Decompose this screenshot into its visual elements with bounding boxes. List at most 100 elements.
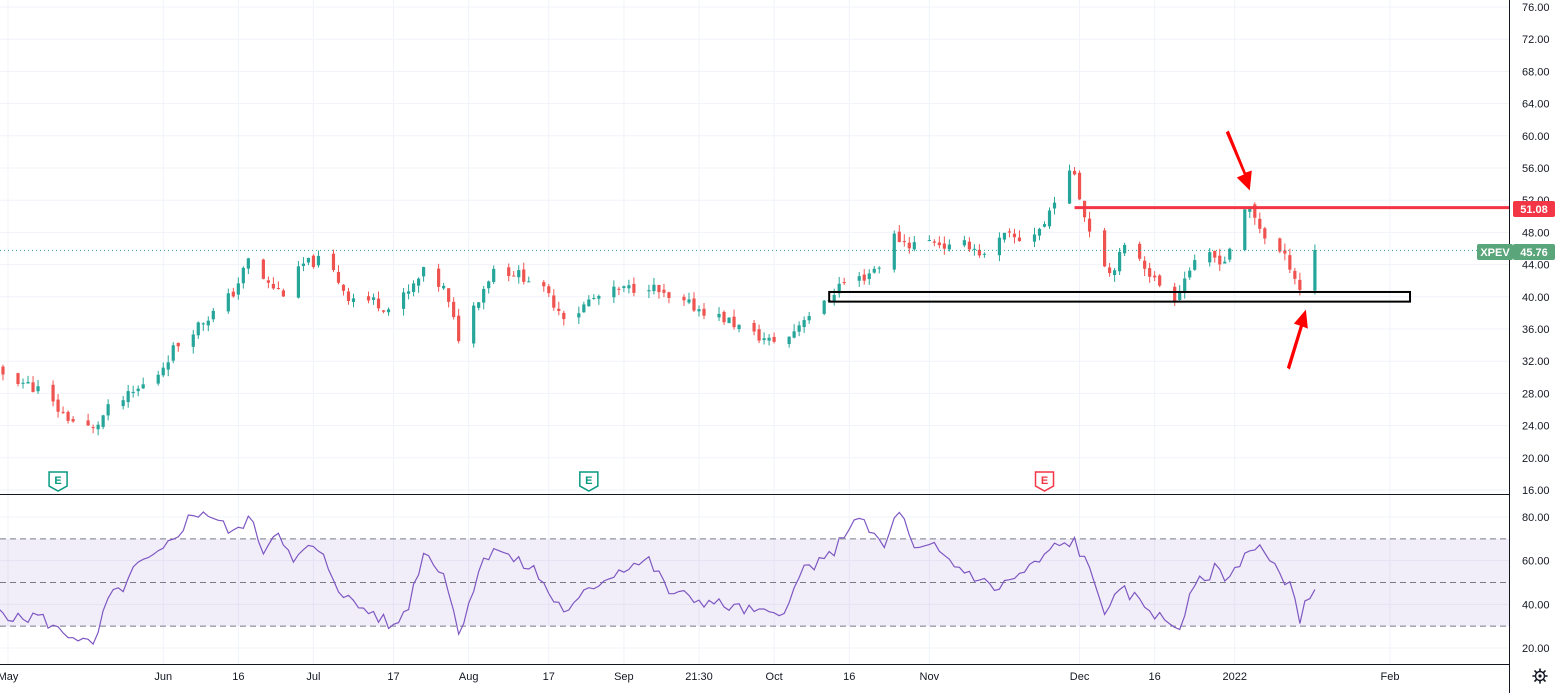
price-candle [1143, 256, 1147, 276]
price-candle [1037, 227, 1042, 241]
rsi-line [0, 511, 1316, 646]
price-candle [512, 270, 516, 277]
price-candle [862, 269, 866, 285]
price-candle [597, 294, 601, 305]
price-candle [171, 342, 175, 364]
price-candle [757, 324, 761, 344]
time-tick-label: 16 [232, 671, 244, 683]
price-candle [1067, 164, 1072, 204]
price-candle [1288, 248, 1292, 274]
price-candle [797, 321, 801, 337]
price-candle [477, 302, 481, 311]
price-candle [281, 288, 285, 298]
price-candle [206, 316, 210, 332]
earnings-marker-icon[interactable]: E [1034, 471, 1055, 492]
up-arrow-annotation[interactable] [1286, 309, 1308, 370]
price-candle [892, 230, 896, 273]
price-candle [1107, 262, 1112, 277]
price-candle [872, 266, 876, 274]
price-candle [912, 236, 916, 252]
price-candle [96, 421, 100, 436]
price-candle [1263, 226, 1267, 245]
price-candle [1087, 211, 1092, 238]
earnings-marker-icon[interactable]: E [48, 471, 68, 492]
price-candle [552, 289, 556, 311]
price-candle [236, 277, 240, 300]
price-candle [932, 239, 936, 247]
price-candle [762, 332, 766, 345]
price-candle [1213, 250, 1217, 263]
rsi-tick-label: 40.00 [1522, 599, 1550, 611]
price-candle [697, 305, 701, 317]
drawing-overlays[interactable] [828, 130, 1509, 370]
earnings-marker-label: E [585, 475, 592, 487]
price-candle [702, 303, 706, 320]
price-candle [1228, 247, 1232, 263]
earnings-marker-icon[interactable]: E [579, 471, 599, 492]
price-candle [1123, 242, 1127, 256]
price-candle [722, 310, 726, 325]
price-candle [982, 252, 987, 258]
time-tick-label: 16 [1149, 671, 1161, 683]
rsi-axis[interactable]: 80.00 60.00 40.00 20.00 [1522, 512, 1550, 655]
price-candle [1183, 271, 1187, 299]
price-candle [66, 410, 70, 424]
price-tick-label: 48.00 [1522, 227, 1550, 239]
price-candle [1052, 196, 1057, 215]
price-candle [261, 258, 265, 280]
price-candle [271, 277, 275, 290]
price-candle [972, 244, 976, 256]
price-candle [371, 293, 376, 305]
price-candle [587, 295, 591, 307]
price-candle [542, 280, 546, 292]
price-candle [967, 237, 971, 252]
price-candle [752, 319, 756, 336]
settings-gear-icon[interactable] [1532, 668, 1548, 684]
price-candle [907, 237, 911, 254]
symbol-price-tag: XPEV 45.76 [1477, 244, 1555, 260]
price-candle [161, 362, 165, 378]
price-candle [737, 324, 741, 333]
time-tick-label: Dec [1070, 671, 1090, 683]
resistance-price-tag: 51.08 [1513, 201, 1555, 217]
price-candle [86, 413, 90, 426]
time-axis[interactable]: May Jun 16 Jul 17 Aug 17 Sep 21:30 Oct 16 Nov Dec 16 2… [0, 671, 1399, 683]
time-tick-label: Jun [154, 671, 172, 683]
price-candle [1153, 271, 1157, 282]
price-tick-label: 44.00 [1522, 260, 1550, 272]
price-candle [842, 277, 846, 286]
price-candle [316, 250, 321, 268]
price-candle [1102, 227, 1107, 268]
support-zone-rectangle[interactable] [828, 290, 1412, 303]
price-candle [381, 310, 386, 314]
time-tick-label: Aug [459, 671, 479, 683]
price-candle [411, 280, 416, 297]
price-candle [977, 244, 982, 258]
price-candle [947, 239, 951, 252]
price-candle [422, 266, 426, 282]
price-candle [276, 281, 280, 290]
down-arrow-annotation[interactable] [1225, 130, 1252, 191]
price-candle [71, 416, 75, 423]
price-candle [837, 276, 841, 298]
time-tick-label: Nov [920, 671, 940, 683]
price-candle [16, 372, 20, 387]
price-candle [106, 399, 110, 421]
symbol-label: XPEV [1480, 247, 1510, 259]
price-candle [487, 280, 491, 294]
price-candle [802, 316, 806, 333]
price-candle [136, 385, 140, 397]
price-candle [442, 282, 446, 290]
rsi-band [0, 538, 1509, 627]
price-candle [301, 257, 306, 272]
price-candle [667, 291, 671, 304]
time-tick-label: 16 [843, 671, 855, 683]
price-candle [857, 271, 861, 287]
price-candle [457, 308, 461, 344]
last-price-label: 45.76 [1520, 247, 1548, 259]
price-tick-label: 64.00 [1522, 99, 1550, 111]
price-candle [131, 385, 135, 398]
price-candle [1283, 243, 1287, 261]
